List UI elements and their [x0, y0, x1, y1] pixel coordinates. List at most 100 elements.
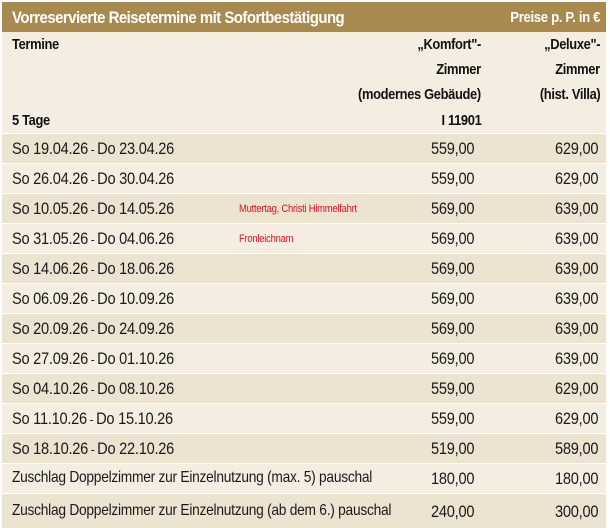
date-range: So 14.06.26 - Do 18.06.26: [12, 259, 174, 279]
date-separator: -: [88, 232, 98, 247]
start-date: So 04.10.26: [12, 379, 89, 398]
komfort-price: 559,00: [430, 409, 474, 428]
deluxe-price: 639,00: [554, 289, 598, 308]
header-termine: Termine: [12, 36, 59, 53]
table-row: So 14.06.26 - Do 18.06.26 569,00 639,00: [2, 253, 606, 283]
date-range: So 04.10.26 - Do 08.10.26: [12, 379, 174, 399]
komfort-price: 569,00: [430, 259, 474, 278]
price-note: Preise p. P. in €: [510, 9, 600, 26]
komfort-price: 569,00: [430, 199, 474, 218]
header-deluxe-line: (hist. Villa): [539, 86, 600, 103]
start-date: So 18.10.26: [12, 439, 89, 458]
komfort-price: 559,00: [430, 139, 474, 158]
date-separator: -: [88, 262, 98, 277]
date-range: So 31.05.26 - Do 04.06.26: [12, 229, 174, 249]
end-date: Do 01.10.26: [97, 349, 175, 368]
header-komfort-line: (modernes Gebäude): [358, 86, 481, 103]
table-row: So 31.05.26 - Do 04.06.26 Fronleichnam 569…: [2, 223, 606, 253]
deluxe-price: 180,00: [554, 469, 598, 488]
date-separator: -: [86, 412, 97, 427]
start-date: So 14.06.26: [12, 259, 89, 278]
start-date: So 11.10.26: [12, 409, 87, 428]
start-date: So 26.04.26: [12, 169, 89, 188]
table-row: So 04.10.26 - Do 08.10.26 559,00 629,00: [2, 373, 606, 403]
date-separator: -: [88, 382, 98, 397]
end-date: Do 10.09.26: [97, 289, 175, 308]
header-deluxe-line: „Deluxe"-: [543, 36, 600, 53]
deluxe-price: 629,00: [554, 379, 598, 398]
surcharge-row: Zuschlag Doppelzimmer zur Einzelnutzung …: [2, 493, 606, 528]
date-separator: -: [88, 202, 98, 217]
table-row: So 26.04.26 - Do 30.04.26 559,00 629,00: [2, 163, 606, 193]
date-range: So 10.05.26 - Do 14.05.26: [12, 199, 174, 219]
date-range: So 26.04.26 - Do 30.04.26: [12, 169, 174, 189]
komfort-price: 569,00: [430, 289, 474, 308]
table-row: So 20.09.26 - Do 24.09.26 569,00 639,00: [2, 313, 606, 343]
header-deluxe-line: Zimmer: [555, 61, 600, 78]
deluxe-price: 639,00: [554, 229, 598, 248]
deluxe-price: 629,00: [554, 409, 598, 428]
deluxe-price: 629,00: [554, 169, 598, 188]
start-date: So 10.05.26: [12, 199, 89, 218]
date-separator: -: [88, 442, 98, 457]
header-komfort-line: „Komfort"-: [417, 36, 481, 53]
end-date: Do 24.09.26: [97, 319, 175, 338]
date-range: So 20.09.26 - Do 24.09.26: [12, 319, 174, 339]
header-komfort-code: I 11901: [441, 112, 481, 129]
deluxe-price: 629,00: [554, 139, 598, 158]
deluxe-price: 639,00: [554, 349, 598, 368]
end-date: Do 15.10.26: [96, 409, 173, 428]
start-date: So 31.05.26: [12, 229, 89, 248]
table-body: So 19.04.26 - Do 23.04.26 559,00 629,00 So …: [2, 133, 606, 528]
komfort-price: 569,00: [430, 319, 474, 338]
komfort-price: 180,00: [430, 469, 474, 488]
header-komfort-line: Zimmer: [436, 61, 481, 78]
table-row: So 19.04.26 - Do 23.04.26 559,00 629,00: [2, 133, 606, 163]
end-date: Do 08.10.26: [97, 379, 175, 398]
start-date: So 19.04.26: [12, 139, 89, 158]
table-header: Termine 5 Tage „Komfort"- Zimmer (modern…: [2, 32, 606, 133]
date-range: So 11.10.26 - Do 15.10.26: [12, 409, 173, 429]
komfort-price: 569,00: [430, 349, 474, 368]
komfort-price: 559,00: [430, 169, 474, 188]
komfort-price: 240,00: [430, 502, 474, 521]
table-title-bar: Vorreservierte Reisetermine mit Sofortbe…: [2, 2, 606, 32]
end-date: Do 30.04.26: [97, 169, 175, 188]
table-row: So 06.09.26 - Do 10.09.26 569,00 639,00: [2, 283, 606, 313]
end-date: Do 04.06.26: [97, 229, 175, 248]
date-note: Fronleichnam: [239, 233, 294, 245]
end-date: Do 14.05.26: [97, 199, 175, 218]
date-separator: -: [88, 352, 98, 367]
date-separator: -: [88, 292, 98, 307]
table-row: So 18.10.26 - Do 22.10.26 519,00 589,00: [2, 433, 606, 463]
header-duration: 5 Tage: [12, 112, 50, 129]
table-row: So 11.10.26 - Do 15.10.26 559,00 629,00: [2, 403, 606, 433]
deluxe-price: 300,00: [554, 502, 598, 521]
table-row: So 10.05.26 - Do 14.05.26 Muttertag, Chri…: [2, 193, 606, 223]
date-range: So 19.04.26 - Do 23.04.26: [12, 139, 174, 159]
deluxe-price: 639,00: [554, 199, 598, 218]
komfort-price: 559,00: [430, 379, 474, 398]
start-date: So 20.09.26: [12, 319, 89, 338]
table-row: So 27.09.26 - Do 01.10.26 569,00 639,00: [2, 343, 606, 373]
surcharge-label: Zuschlag Doppelzimmer zur Einzelnutzung …: [12, 502, 392, 519]
deluxe-price: 589,00: [554, 439, 598, 458]
end-date: Do 18.06.26: [97, 259, 175, 278]
deluxe-price: 639,00: [554, 319, 598, 338]
komfort-price: 519,00: [430, 439, 474, 458]
date-range: So 18.10.26 - Do 22.10.26: [12, 439, 174, 459]
komfort-price: 569,00: [430, 229, 474, 248]
surcharge-row: Zuschlag Doppelzimmer zur Einzelnutzung …: [2, 463, 606, 493]
table-title: Vorreservierte Reisetermine mit Sofortbe…: [12, 8, 345, 27]
start-date: So 06.09.26: [12, 289, 89, 308]
date-range: So 06.09.26 - Do 10.09.26: [12, 289, 174, 309]
end-date: Do 22.10.26: [97, 439, 175, 458]
date-range: So 27.09.26 - Do 01.10.26: [12, 349, 174, 369]
date-separator: -: [88, 322, 98, 337]
deluxe-price: 639,00: [554, 259, 598, 278]
date-note: Muttertag, Christi Himmelfahrt: [239, 203, 357, 215]
date-separator: -: [88, 172, 98, 187]
end-date: Do 23.04.26: [97, 139, 175, 158]
start-date: So 27.09.26: [12, 349, 89, 368]
